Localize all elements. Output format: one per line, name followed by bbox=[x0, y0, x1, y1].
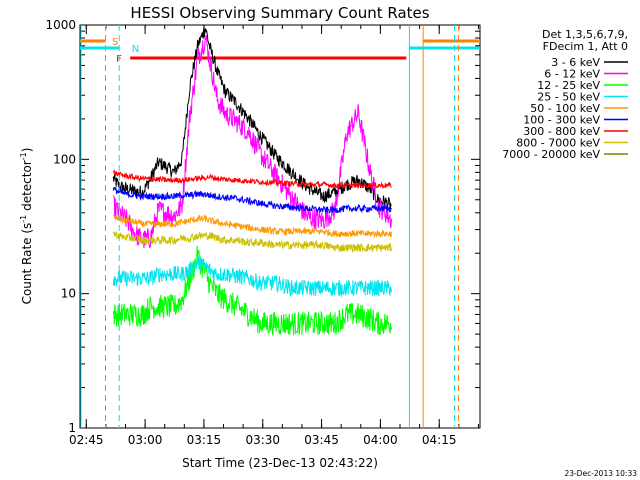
legend-label-5: 100 - 300 keV bbox=[523, 114, 600, 127]
legend-header-line-2: FDecim 1, Att 0 bbox=[543, 40, 628, 53]
series-lines bbox=[112, 28, 392, 336]
y-axis-label-sup1: -1 bbox=[19, 215, 28, 223]
x-tick-label: 03:15 bbox=[187, 433, 222, 447]
series-line-1 bbox=[112, 35, 392, 249]
x-tick-label: 04:15 bbox=[422, 433, 457, 447]
x-tick-label: 04:00 bbox=[363, 433, 398, 447]
series-line-4 bbox=[112, 214, 392, 239]
series-line-7 bbox=[112, 230, 392, 253]
x-axis-label: Start Time (23-Dec-13 02:43:22) bbox=[182, 456, 378, 470]
series-line-3 bbox=[112, 256, 392, 298]
legend-label-3: 25 - 50 keV bbox=[537, 91, 600, 104]
render-timestamp: 23-Dec-2013 10:33 bbox=[564, 469, 637, 478]
series-line-6 bbox=[112, 168, 392, 190]
series-line-5 bbox=[112, 187, 392, 215]
y-axis-label: Count Rate (s-1 detector-1) bbox=[19, 148, 34, 305]
y-axis-label-mid: detector bbox=[20, 160, 34, 215]
x-tick-label: 03:30 bbox=[245, 433, 280, 447]
series-line-0 bbox=[112, 28, 392, 210]
flag-s-label: S bbox=[112, 37, 118, 48]
y-axis-label-end: ) bbox=[20, 148, 34, 153]
series-line-2 bbox=[112, 245, 392, 336]
y-axis-label-sup2: -1 bbox=[19, 152, 28, 160]
observing-flag-bars: SNF bbox=[80, 37, 480, 65]
flag-n-label: N bbox=[132, 44, 139, 55]
legend-label-7: 800 - 7000 keV bbox=[516, 137, 600, 150]
plot-frame bbox=[79, 24, 481, 429]
y-tick-label: 10 bbox=[61, 287, 76, 301]
x-tick-label: 03:45 bbox=[304, 433, 339, 447]
legend-label-1: 6 - 12 keV bbox=[544, 68, 600, 81]
legend-label-8: 7000 - 20000 keV bbox=[502, 148, 600, 161]
legend-label-6: 300 - 800 keV bbox=[523, 125, 600, 138]
y-tick-label: 1000 bbox=[45, 18, 76, 32]
legend-label-0: 3 - 6 keV bbox=[551, 56, 600, 69]
x-tick-label: 03:00 bbox=[128, 433, 163, 447]
axis-ticks-layer: 1 10 100 1000 02:45 03:00 03:15 03:30 03:45 04:00… bbox=[45, 18, 480, 447]
legend-header-line-1: Det 1,3,5,6,7,9, bbox=[542, 28, 628, 41]
y-tick-label: 1 bbox=[68, 421, 76, 435]
y-tick-label: 100 bbox=[53, 152, 76, 166]
boundary-lines bbox=[80, 25, 459, 428]
legend-label-4: 50 - 100 keV bbox=[530, 102, 600, 115]
x-tick-label: 02:45 bbox=[69, 433, 104, 447]
legend-label-2: 12 - 25 keV bbox=[537, 79, 600, 92]
y-axis-label-main: Count Rate (s bbox=[20, 223, 34, 305]
chart-title: HESSI Observing Summary Count Rates bbox=[130, 4, 429, 22]
